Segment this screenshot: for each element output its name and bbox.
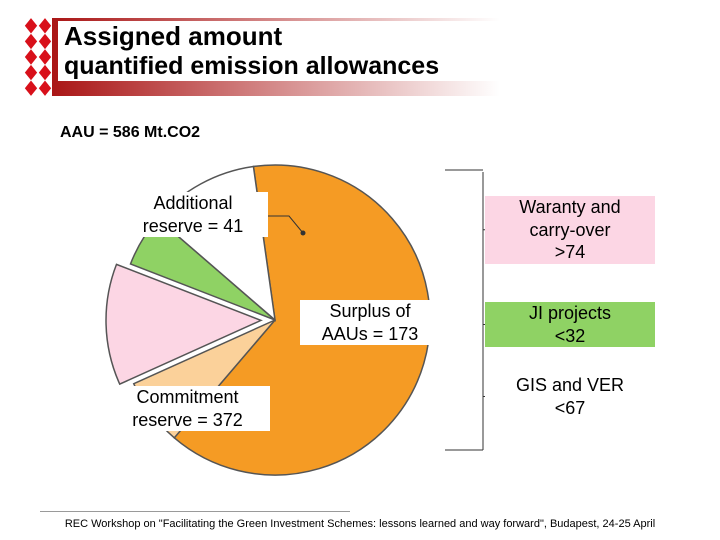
label-gis-and-ver: GIS and VER<67: [485, 374, 655, 419]
aau-total-label: AAU = 586 Mt.CO2: [60, 124, 200, 142]
slide: Assigned amount quantified emission allo…: [0, 0, 720, 540]
chart-area: Commitmentreserve = 372 Additionalreserve…: [55, 150, 675, 490]
label-commitment-reserve: Commitmentreserve = 372: [105, 386, 270, 431]
footer-text: REC Workshop on "Facilitating the Green …: [14, 518, 706, 530]
label-surplus-aaus: Surplus ofAAUs = 173: [300, 300, 440, 345]
label-ji-projects: JI projects<32: [485, 302, 655, 347]
title-line-2: quantified emission allowances: [58, 52, 618, 81]
title-line-1: Assigned amount: [58, 21, 618, 52]
label-additional-reserve: Additionalreserve = 41: [118, 192, 268, 237]
ornament-icon: [24, 18, 52, 96]
title-block: Assigned amount quantified emission allo…: [58, 21, 618, 81]
label-waranty-carryover: Waranty andcarry-over>74: [485, 196, 655, 264]
footer-rule: [40, 511, 350, 512]
